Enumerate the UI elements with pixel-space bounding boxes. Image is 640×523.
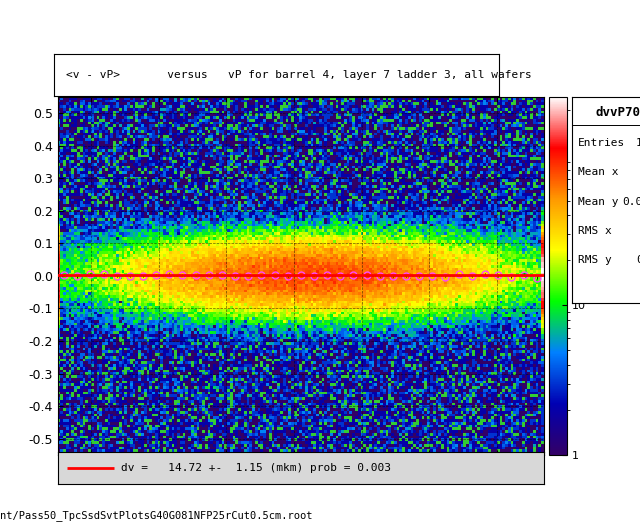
Text: dv =   14.72 +-  1.15 (mkm) prob = 0.003: dv = 14.72 +- 1.15 (mkm) prob = 0.003 <box>121 463 391 473</box>
Text: RMS y: RMS y <box>577 255 611 265</box>
Text: dvvP7003: dvvP7003 <box>596 106 640 119</box>
Text: Entries: Entries <box>577 138 625 148</box>
Text: 168374: 168374 <box>636 138 640 148</box>
Text: Mean x: Mean x <box>577 167 618 177</box>
Text: nt/Pass50_TpcSsdSvtPlotsG40G081NFP25rCut0.5cm.root: nt/Pass50_TpcSsdSvtPlotsG40G081NFP25rCut… <box>0 510 312 521</box>
Text: Mean y: Mean y <box>577 197 618 207</box>
Text: RMS x: RMS x <box>577 226 611 236</box>
Text: 0.1445: 0.1445 <box>636 255 640 265</box>
Text: 0.001609: 0.001609 <box>623 197 640 207</box>
Text: <v - vP>       versus   vP for barrel 4, layer 7 ladder 3, all wafers: <v - vP> versus vP for barrel 4, layer 7… <box>65 70 531 80</box>
